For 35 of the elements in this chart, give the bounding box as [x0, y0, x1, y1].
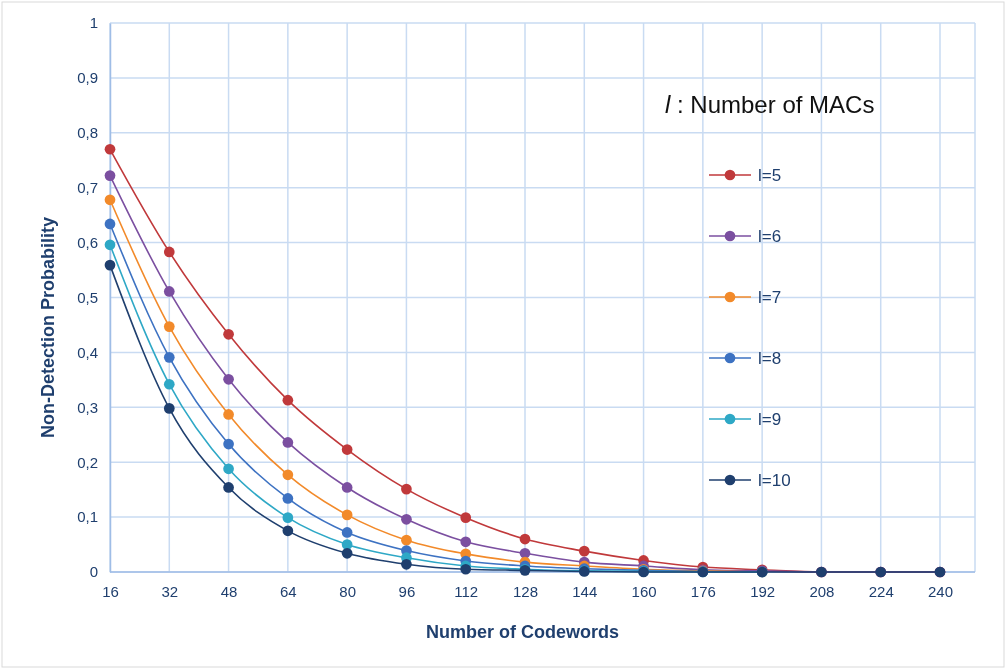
y-tick-label: 0,9	[77, 69, 98, 87]
x-tick-label: 48	[220, 582, 238, 600]
y-tick-label: 0,8	[77, 124, 98, 142]
legend-label: l=9	[758, 410, 782, 429]
legend-label: l=8	[758, 349, 782, 368]
y-tick-label: 1	[89, 14, 98, 32]
x-tick-label: 96	[398, 582, 416, 600]
x-axis-title: Number of Codewords	[425, 622, 620, 642]
x-tick-label: 144	[572, 582, 598, 600]
y-tick-label: 0,5	[77, 288, 98, 306]
x-tick-label: 32	[161, 582, 179, 600]
y-tick-label: 0,7	[77, 179, 98, 196]
legend-label: l=6	[758, 227, 782, 246]
x-tick-label: 16	[102, 582, 119, 600]
x-tick-label: 192	[750, 582, 776, 600]
x-tick-label: 112	[454, 582, 479, 600]
x-tick-label: 80	[339, 582, 356, 600]
x-tick-label: 176	[690, 582, 716, 600]
x-tick-label: 208	[809, 582, 835, 600]
legend-label: l=7	[758, 288, 782, 307]
x-tick-label: 160	[631, 582, 657, 600]
y-axis-title: Non-Detection Probability	[38, 216, 58, 439]
legend-title: l : Number of MACs	[665, 91, 875, 118]
y-tick-label: 0,2	[77, 453, 98, 471]
y-tick-label: 0,6	[77, 233, 98, 251]
legend-label: l=10	[758, 471, 791, 490]
legend-label: l=5	[758, 166, 782, 185]
y-tick-label: 0,1	[77, 508, 98, 526]
x-tick-label: 224	[868, 582, 894, 600]
x-tick-label: 240	[927, 582, 954, 600]
y-tick-label: 0,3	[77, 398, 98, 416]
x-tick-label: 128	[512, 582, 539, 600]
x-tick-label: 64	[280, 582, 297, 600]
y-tick-label: 0	[89, 563, 98, 581]
y-tick-label: 0,4	[77, 343, 98, 361]
